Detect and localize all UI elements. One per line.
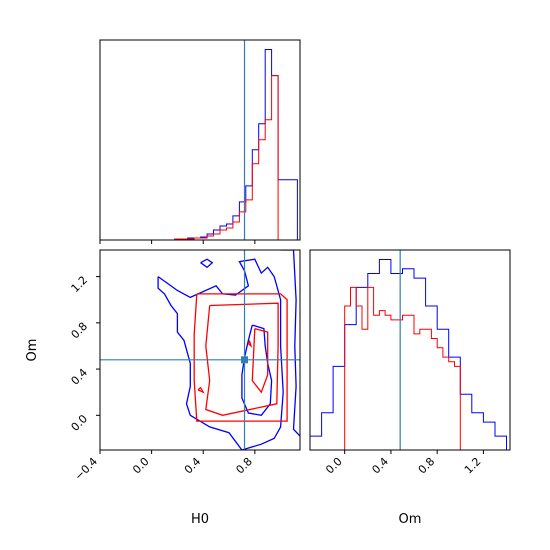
om-marginal-panel: 0.0 0.4 0.8 1.2 Om xyxy=(309,249,511,527)
om-histogram-blue xyxy=(310,259,507,450)
om-marginal-frame xyxy=(309,249,511,451)
h0-marginal-frame xyxy=(99,39,301,241)
joint-x-tick-label: 0.4 xyxy=(182,455,204,477)
om-marginal-plot-area xyxy=(310,250,507,450)
contour-red-4 xyxy=(247,339,253,349)
joint-y-tick-label: 0.0 xyxy=(69,412,91,434)
joint-x-tick-label: 0.8 xyxy=(233,455,255,477)
contour-red-2 xyxy=(251,327,269,394)
h0-marginal-panel xyxy=(99,39,301,244)
joint-y-tick-label: 1.2 xyxy=(69,274,91,296)
contour-blue-1 xyxy=(157,258,284,450)
joint-y-tick-label: 0.4 xyxy=(69,366,91,388)
contour-blue-2 xyxy=(200,258,214,269)
x-axis-label-om: Om xyxy=(399,512,422,527)
truth-point-marker xyxy=(241,356,249,364)
contour-blue-0 xyxy=(280,250,300,437)
contour-red-3 xyxy=(197,386,205,394)
om-histogram-red xyxy=(344,286,461,450)
h0-marginal-plot-area xyxy=(174,40,298,240)
joint-frame xyxy=(99,249,301,451)
h0-histogram-red xyxy=(174,75,279,240)
h0-om-joint-panel: −0.4 0.0 0.4 0.8 0.0 0.4 0.8 1.2 H0 Om xyxy=(25,249,301,527)
joint-y-tick-label: 0.8 xyxy=(69,320,91,342)
om-marginal-x-tick-label: 0.4 xyxy=(369,455,391,477)
joint-x-tick-label: 0.0 xyxy=(130,455,152,477)
contour-red-0 xyxy=(193,293,288,422)
om-marginal-x-tick-label: 0.8 xyxy=(416,455,438,477)
om-marginal-x-tick-label: 1.2 xyxy=(462,455,484,477)
y-axis-label-om: Om xyxy=(25,339,40,362)
om-marginal-x-tick-label: 0.0 xyxy=(323,455,345,477)
joint-x-tick-label: −0.4 xyxy=(72,455,100,483)
h0-histogram-blue xyxy=(174,49,298,240)
x-axis-label-h0: H0 xyxy=(191,512,209,527)
contour-red-1 xyxy=(205,302,279,416)
joint-plot-area xyxy=(100,250,300,450)
